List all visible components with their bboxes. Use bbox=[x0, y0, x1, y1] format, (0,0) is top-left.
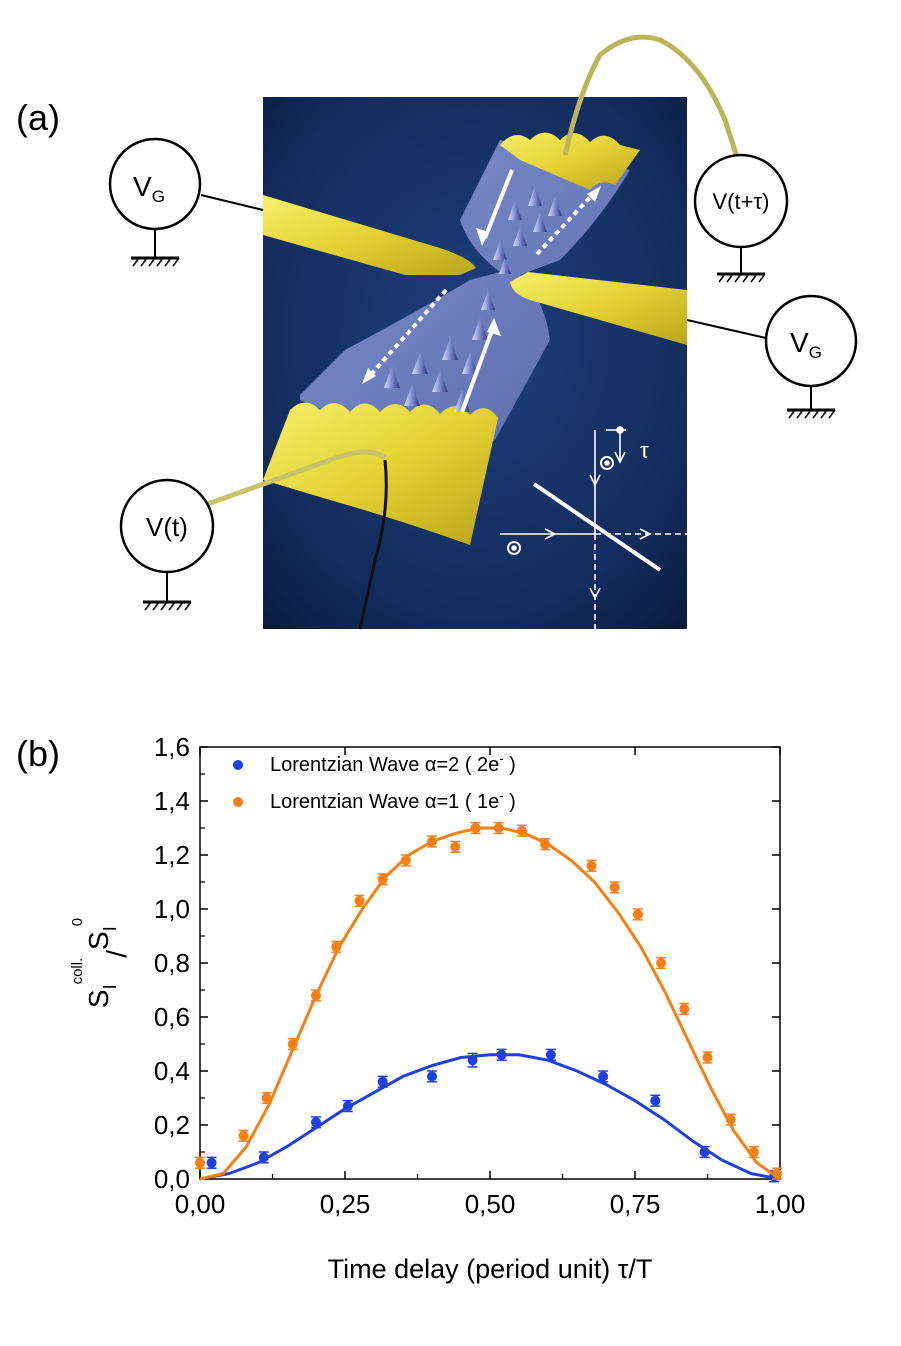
data-point bbox=[699, 1147, 710, 1157]
data-point bbox=[748, 1147, 759, 1157]
y-tick-label: 1,0 bbox=[154, 894, 190, 924]
data-point bbox=[496, 1049, 507, 1060]
input-wire-top bbox=[562, 34, 741, 161]
panel-label-b: (b) bbox=[16, 733, 60, 774]
data-point bbox=[427, 1071, 437, 1082]
ohmic-contact-bottom bbox=[263, 402, 498, 545]
data-point bbox=[467, 1055, 478, 1066]
data-point bbox=[311, 1117, 321, 1128]
gate-electrode-left bbox=[263, 195, 476, 275]
data-point bbox=[377, 1076, 388, 1087]
voltage-source-input-bottom bbox=[119, 478, 215, 611]
data-point bbox=[354, 895, 365, 906]
gate-electrode-right bbox=[510, 272, 687, 345]
legend-marker bbox=[233, 797, 243, 807]
noise-chart: 0,00 0,25 0,50 0,75 1,00 0,0 0,2 0,4 0,6 0,8 1,0 1,… bbox=[69, 732, 806, 1284]
data-point bbox=[772, 1168, 783, 1179]
data-point bbox=[238, 1130, 249, 1141]
voltage-source-gate-right bbox=[686, 294, 858, 419]
ground-wire-bottom bbox=[358, 459, 388, 630]
y-tick-label: 1,4 bbox=[154, 786, 190, 816]
x-tick-label: 0,50 bbox=[465, 1189, 516, 1219]
mesa-hourglass bbox=[300, 140, 630, 462]
data-point bbox=[287, 1039, 298, 1049]
y-axis-label: SIcoll./SI0 bbox=[69, 918, 132, 1008]
gate-left-label: VG bbox=[133, 171, 165, 206]
inset-tau-label: τ bbox=[640, 438, 649, 463]
y-tick-label: 0,0 bbox=[154, 1164, 190, 1194]
gate-right-label: VG bbox=[790, 327, 822, 362]
y-tick-label: 0,4 bbox=[154, 1056, 190, 1086]
data-point bbox=[331, 941, 342, 952]
data-point bbox=[400, 855, 411, 866]
data-point bbox=[609, 882, 620, 893]
x-tick-label: 0,00 bbox=[175, 1189, 226, 1219]
legend-entry: Lorentzian Wave α=2 ( 2e- ) bbox=[270, 751, 516, 776]
data-point bbox=[632, 909, 643, 920]
y-tick-label: 1,2 bbox=[154, 840, 190, 870]
data-point bbox=[586, 860, 597, 871]
data-point bbox=[650, 1095, 661, 1106]
x-tick-label: 0,25 bbox=[320, 1189, 371, 1219]
data-point bbox=[493, 823, 504, 833]
ohmic-contact-top bbox=[500, 132, 640, 190]
x-tick-label: 1,00 bbox=[755, 1189, 806, 1219]
data-point bbox=[516, 825, 527, 836]
y-tick-label: 1,6 bbox=[154, 732, 190, 762]
data-point bbox=[427, 836, 437, 847]
data-point bbox=[540, 839, 551, 850]
input-wire-bottom bbox=[204, 449, 387, 508]
propagation-arrows bbox=[362, 169, 601, 413]
data-point bbox=[206, 1157, 217, 1168]
data-point bbox=[679, 1003, 690, 1014]
data-point bbox=[311, 990, 321, 1001]
data-point bbox=[725, 1114, 736, 1125]
data-point bbox=[342, 1101, 353, 1112]
input-top-label: V(t+τ) bbox=[713, 189, 770, 214]
y-tick-label: 0,8 bbox=[154, 948, 190, 978]
series-1 bbox=[195, 821, 783, 1181]
data-point bbox=[195, 1157, 205, 1168]
data-point bbox=[377, 874, 388, 885]
series-0 bbox=[199, 1048, 781, 1183]
legend-entry: Lorentzian Wave α=1 ( 1e- ) bbox=[270, 788, 516, 813]
y-tick-label: 0,6 bbox=[154, 1002, 190, 1032]
data-point bbox=[470, 823, 481, 833]
data-point bbox=[261, 1093, 272, 1103]
panel-label-a: (a) bbox=[16, 97, 60, 138]
beam-splitter-inset bbox=[500, 426, 687, 629]
data-point bbox=[545, 1049, 556, 1060]
y-tick-label: 0,2 bbox=[154, 1110, 190, 1140]
data-point bbox=[450, 841, 461, 852]
input-bottom-label: V(t) bbox=[146, 512, 188, 542]
legend-marker bbox=[233, 760, 243, 770]
x-tick-label: 0,75 bbox=[610, 1189, 661, 1219]
voltage-source-input-top bbox=[693, 153, 789, 283]
device-schematic: τ VG VG V(t) V(t+τ) bbox=[108, 34, 858, 630]
voltage-source-gate-left bbox=[108, 137, 264, 267]
fit-curve bbox=[199, 826, 781, 1181]
data-point bbox=[702, 1052, 713, 1063]
data-point bbox=[656, 958, 667, 968]
fit-curve bbox=[199, 1053, 781, 1181]
data-point bbox=[598, 1071, 609, 1082]
x-axis-label: Time delay (period unit) τ/T bbox=[328, 1254, 653, 1284]
data-point bbox=[258, 1152, 269, 1163]
